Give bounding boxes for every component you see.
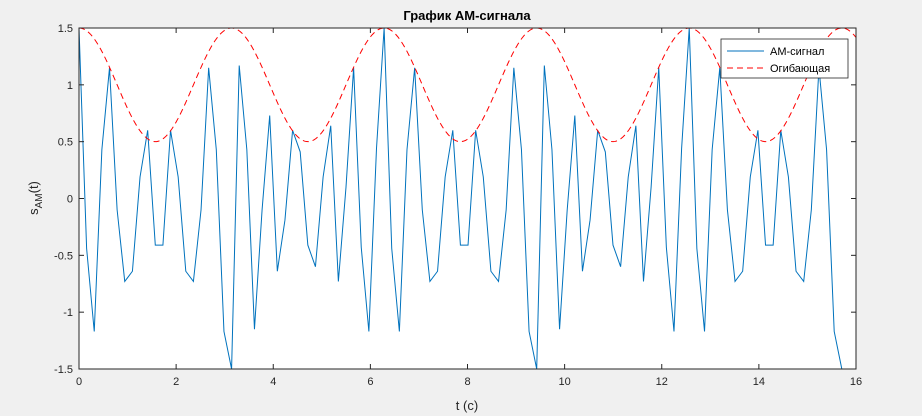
- y-axis-label-main: s: [26, 208, 41, 215]
- y-tick-label: 0.5: [58, 137, 73, 149]
- legend-label-am-signal: AM-сигнал: [770, 46, 824, 58]
- series-layer: [79, 28, 856, 369]
- plot-area: [79, 28, 856, 369]
- ticks-layer: 0 2 4 6 8 10 12 14 16 -1.5 -1 -0.5 0 0.5 1 1.5: [54, 23, 862, 388]
- legend-box: [720, 38, 849, 79]
- x-tick-label: 10: [559, 376, 571, 388]
- x-tick-label: 8: [464, 376, 470, 388]
- y-tick-label: 1: [67, 80, 73, 92]
- y-axis-label: sAM(t): [26, 181, 45, 215]
- series-line-envelope: [79, 28, 856, 143]
- y-tick-label: -0.5: [54, 250, 73, 262]
- x-axis-label: t (c): [456, 398, 478, 413]
- x-tick-label: 12: [656, 376, 668, 388]
- y-tick-label: -1: [63, 307, 73, 319]
- y-axis-label-subscript: AM: [34, 193, 45, 208]
- y-tick-label: 1.5: [58, 23, 73, 35]
- y-tick-label: -1.5: [54, 364, 73, 376]
- x-tick-label: 6: [367, 376, 373, 388]
- y-axis-label-tail: (t): [26, 181, 41, 193]
- y-tick-label: 0: [67, 194, 73, 206]
- x-tick-label: 2: [173, 376, 179, 388]
- legend[interactable]: AM-сигнал Огибающая: [720, 38, 849, 79]
- x-tick-label: 14: [753, 376, 765, 388]
- series-line-am-signal: [79, 28, 843, 369]
- x-tick-label: 4: [270, 376, 276, 388]
- x-tick-label: 0: [76, 376, 82, 388]
- chart-title: График AM-сигнала: [403, 8, 531, 23]
- legend-label-envelope: Огибающая: [770, 63, 830, 75]
- x-tick-label: 16: [850, 376, 862, 388]
